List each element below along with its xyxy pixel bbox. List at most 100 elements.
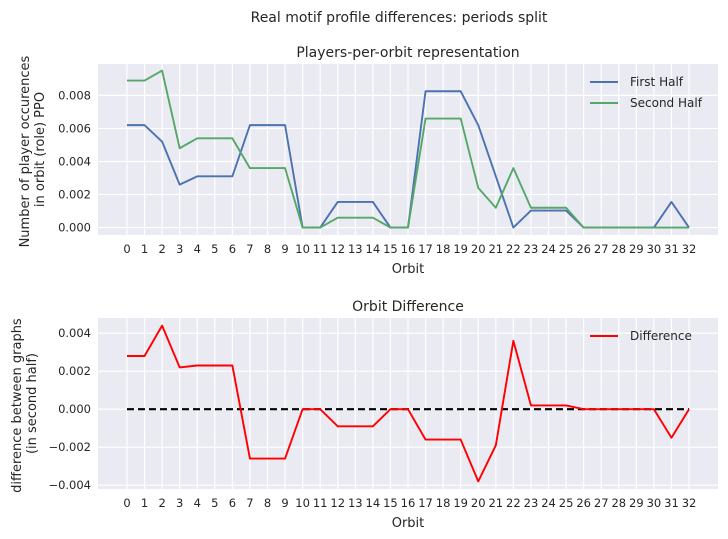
difference-legend: Difference	[590, 329, 692, 343]
ppo-x-tick-28: 28	[611, 242, 626, 256]
ppo-x-tick-17: 17	[418, 242, 433, 256]
difference-x-tick-19: 19	[453, 496, 468, 510]
difference-x-tick-14: 14	[366, 496, 381, 510]
ppo-x-tick-13: 13	[348, 242, 363, 256]
difference-x-tick-labels: 0 1 2 3 4 5 6 7 8 9 10 11 12 13 14 15 16 17 18 19 20 21 22 23 24…	[123, 496, 696, 510]
ppo-y-axis-label-line-1: Number of player occurences	[18, 55, 33, 247]
ppo-grid	[98, 64, 718, 235]
ppo-x-tick-5: 5	[211, 242, 218, 256]
difference-x-tick-6: 6	[229, 496, 236, 510]
difference-x-tick-26: 26	[576, 496, 591, 510]
ppo-series-second-half-line	[126, 69, 690, 229]
difference-x-tick-17: 17	[418, 496, 433, 510]
difference-x-tick-25: 25	[559, 496, 574, 510]
difference-x-tick-21: 21	[488, 496, 503, 510]
difference-grid	[98, 318, 718, 489]
ppo-y-tick-1: 0.002	[58, 188, 91, 202]
difference-x-tick-5: 5	[211, 496, 218, 510]
ppo-x-tick-10: 10	[295, 242, 310, 256]
difference-y-tick-4: 0.004	[58, 326, 91, 340]
difference-x-tick-9: 9	[281, 496, 288, 510]
difference-x-tick-8: 8	[264, 496, 271, 510]
difference-x-tick-22: 22	[506, 496, 521, 510]
difference-y-axis-label-line-2: (in second half)	[25, 353, 40, 454]
difference-chart-title: Orbit Difference	[352, 299, 464, 315]
ppo-y-tick-4: 0.008	[58, 88, 91, 102]
difference-series-difference-line	[126, 324, 690, 483]
difference-y-tick-labels: −0.004 −0.002 0.000 0.002 0.004	[48, 326, 91, 492]
ppo-x-tick-21: 21	[488, 242, 503, 256]
ppo-x-tick-23: 23	[524, 242, 539, 256]
difference-x-tick-24: 24	[541, 496, 556, 510]
difference-x-tick-11: 11	[313, 496, 328, 510]
ppo-y-tick-0: 0.000	[58, 221, 91, 235]
ppo-x-axis-label: Orbit	[392, 262, 425, 277]
ppo-x-tick-32: 32	[682, 242, 697, 256]
difference-x-tick-32: 32	[682, 496, 697, 510]
difference-x-tick-13: 13	[348, 496, 363, 510]
ppo-x-tick-0: 0	[123, 242, 130, 256]
difference-x-axis-label: Orbit	[392, 516, 425, 531]
ppo-x-tick-16: 16	[401, 242, 416, 256]
ppo-y-tick-labels: 0.000 0.002 0.004 0.006 0.008	[58, 88, 91, 234]
ppo-x-tick-7: 7	[246, 242, 253, 256]
ppo-x-tick-30: 30	[647, 242, 662, 256]
difference-x-tick-18: 18	[436, 496, 451, 510]
difference-x-tick-27: 27	[594, 496, 609, 510]
ppo-x-tick-27: 27	[594, 242, 609, 256]
difference-x-tick-12: 12	[330, 496, 345, 510]
difference-x-tick-28: 28	[611, 496, 626, 510]
difference-series-lines	[126, 324, 690, 483]
ppo-x-tick-11: 11	[313, 242, 328, 256]
difference-x-tick-2: 2	[158, 496, 165, 510]
ppo-chart-title: Players-per-orbit representation	[296, 45, 519, 61]
difference-y-tick-3: 0.002	[58, 364, 91, 378]
difference-x-tick-15: 15	[383, 496, 398, 510]
ppo-x-tick-3: 3	[176, 242, 183, 256]
difference-chart: 0 1 2 3 4 5 6 7 8 9 10 11 12 13 14 15 16 17 18 19 20 21 22 23 24…	[10, 299, 718, 531]
ppo-y-tick-3: 0.006	[58, 121, 91, 135]
ppo-legend: First Half Second Half	[590, 75, 703, 110]
ppo-legend-label-second-half: Second Half	[630, 96, 703, 110]
difference-legend-label-difference: Difference	[630, 329, 692, 343]
ppo-x-tick-25: 25	[559, 242, 574, 256]
ppo-x-tick-20: 20	[471, 242, 486, 256]
ppo-legend-label-first-half: First Half	[630, 75, 684, 89]
difference-x-tick-4: 4	[194, 496, 201, 510]
difference-x-tick-31: 31	[664, 496, 679, 510]
difference-x-tick-29: 29	[629, 496, 644, 510]
ppo-x-tick-4: 4	[194, 242, 201, 256]
ppo-y-axis-label: Number of player occurences in orbit (ro…	[18, 52, 48, 248]
difference-x-tick-20: 20	[471, 496, 486, 510]
ppo-x-tick-31: 31	[664, 242, 679, 256]
ppo-x-tick-8: 8	[264, 242, 271, 256]
ppo-x-tick-9: 9	[281, 242, 288, 256]
ppo-x-tick-2: 2	[158, 242, 165, 256]
ppo-x-tick-24: 24	[541, 242, 556, 256]
difference-x-tick-7: 7	[246, 496, 253, 510]
ppo-x-tick-15: 15	[383, 242, 398, 256]
ppo-x-tick-1: 1	[141, 242, 148, 256]
ppo-x-tick-26: 26	[576, 242, 591, 256]
ppo-y-axis-label-line-2: in orbit (role) PPO	[33, 92, 48, 207]
ppo-series-lines	[126, 69, 690, 229]
difference-y-axis-label-line-1: difference between graphs	[10, 318, 25, 493]
difference-x-tick-0: 0	[123, 496, 130, 510]
difference-x-tick-16: 16	[401, 496, 416, 510]
ppo-x-tick-labels: 0 1 2 3 4 5 6 7 8 9 10 11 12 13 14 15 16 17 18 19 20 21 22 23 24…	[123, 242, 696, 256]
ppo-x-tick-18: 18	[436, 242, 451, 256]
ppo-y-tick-2: 0.004	[58, 154, 91, 168]
difference-x-tick-23: 23	[524, 496, 539, 510]
difference-x-tick-3: 3	[176, 496, 183, 510]
ppo-chart: 0 1 2 3 4 5 6 7 8 9 10 11 12 13 14 15 16 17 18 19 20 21 22 23 24…	[18, 45, 718, 277]
figure-suptitle: Real motif profile differences: periods …	[251, 10, 548, 26]
difference-y-axis-label: difference between graphs (in second hal…	[10, 314, 40, 493]
difference-x-tick-30: 30	[647, 496, 662, 510]
difference-x-tick-1: 1	[141, 496, 148, 510]
difference-y-tick-1: −0.002	[48, 440, 91, 454]
ppo-x-tick-19: 19	[453, 242, 468, 256]
difference-y-tick-0: −0.004	[48, 478, 91, 492]
difference-x-tick-10: 10	[295, 496, 310, 510]
ppo-x-tick-12: 12	[330, 242, 345, 256]
